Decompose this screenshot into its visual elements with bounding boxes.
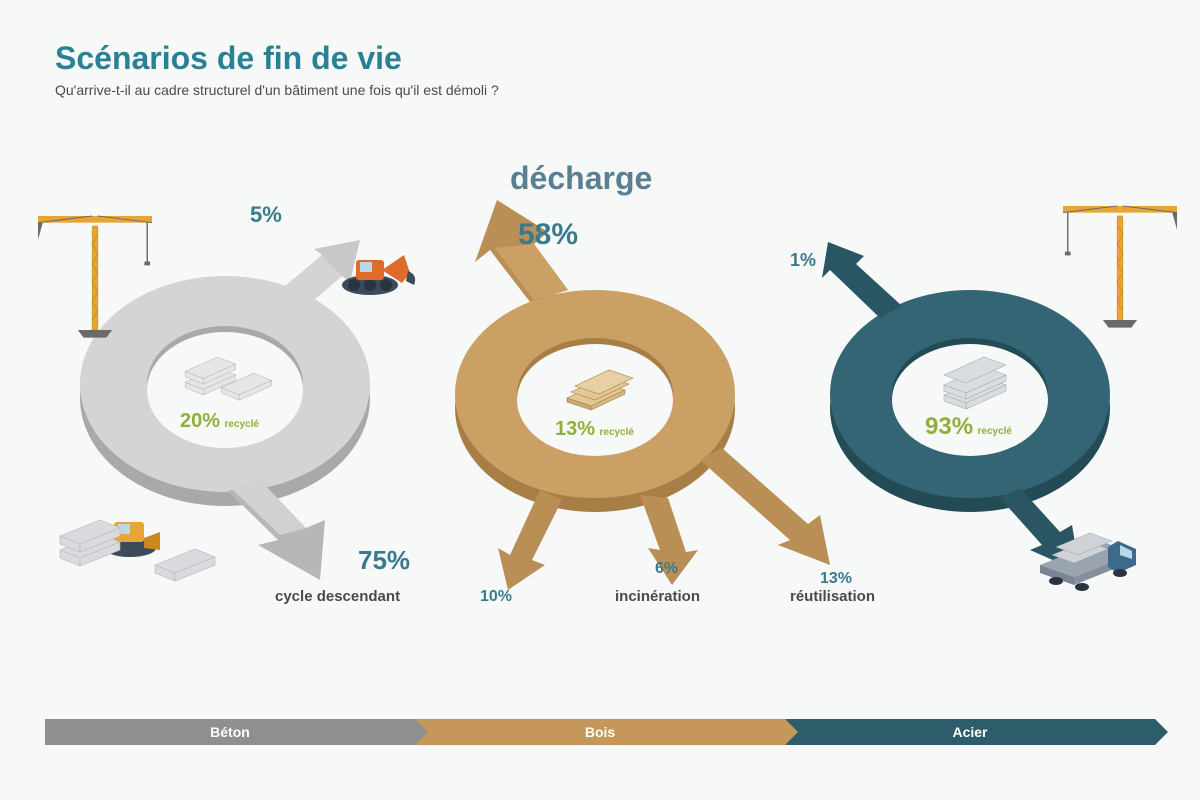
wood-reuse-pct: 13% [820, 570, 852, 588]
reuse-label: réutilisation [790, 588, 875, 605]
concrete-recycled-pct: 20% [180, 410, 220, 432]
legend-wood-label: Bois [585, 724, 615, 740]
legend-bar: Béton Bois Acier [45, 719, 1155, 745]
legend-concrete: Béton [45, 719, 415, 745]
crane-right-icon [1063, 206, 1177, 328]
concrete-recycled-word: recyclé [224, 419, 258, 430]
legend-steel-label: Acier [952, 724, 987, 740]
downcycle-label: cycle descendant [275, 588, 400, 605]
concrete-recycled-label: 20% recyclé [180, 410, 259, 433]
steel-recycled-label: 93% recyclé [925, 413, 1012, 441]
wood-incineration-pct: 6% [655, 560, 678, 578]
wood-recycled-word: recyclé [599, 427, 633, 438]
steel-decharge-pct: 1% [790, 250, 816, 271]
wood-recycled-label: 13% recyclé [555, 418, 634, 441]
concrete-decharge-pct: 5% [250, 202, 282, 228]
legend-wood: Bois [415, 719, 785, 745]
legend-concrete-label: Béton [210, 724, 250, 740]
diagram-canvas [0, 0, 1200, 800]
wood-decharge-pct: 58% [518, 218, 578, 252]
wood-downcycle-pct: 10% [480, 588, 512, 606]
concrete-stack-bottom-icon [60, 520, 120, 566]
incineration-label: incinération [615, 588, 700, 605]
steel-recycled-word: recyclé [978, 426, 1012, 437]
wood-ring [455, 200, 830, 590]
concrete-downcycle-pct: 75% [358, 545, 410, 576]
steel-recycled-pct: 93% [925, 413, 973, 440]
legend-steel: Acier [785, 719, 1155, 745]
concrete-stack-bottom2-icon [155, 549, 215, 581]
wood-recycled-pct: 13% [555, 418, 595, 440]
